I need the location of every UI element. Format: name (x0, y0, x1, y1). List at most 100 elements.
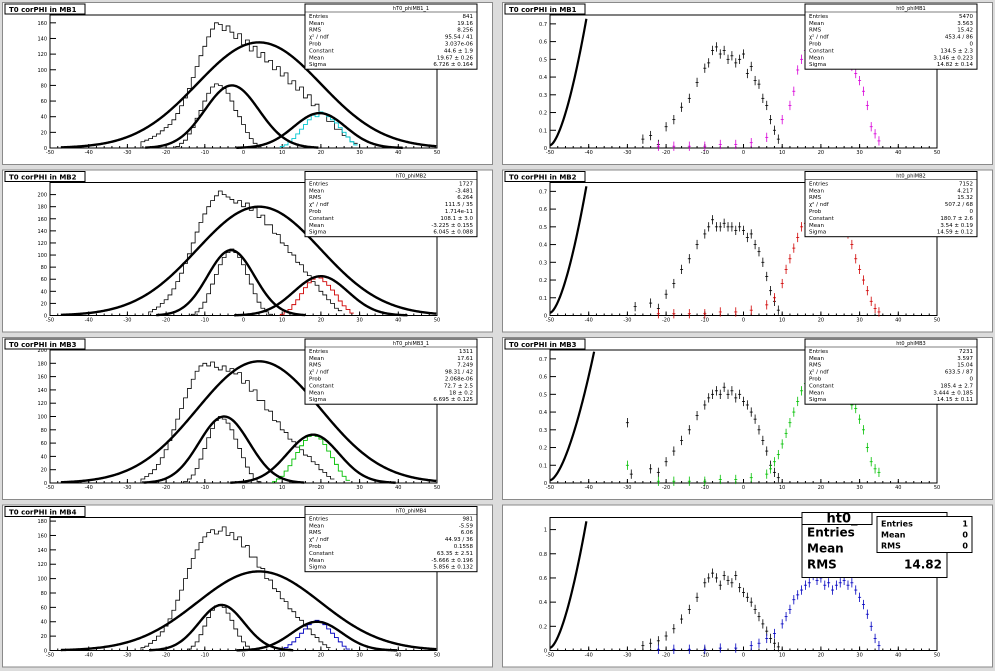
colored-point (718, 307, 722, 317)
y-tick-label: 0.2 (539, 278, 547, 284)
x-tick-label: -50 (546, 485, 554, 491)
pad-title-box (4, 171, 86, 182)
y-tick-label: 80 (41, 265, 47, 271)
colored-point (788, 418, 792, 428)
colored-point (861, 86, 865, 96)
colored-point (656, 309, 660, 319)
black-point (718, 389, 722, 399)
y-tick-label: 0.5 (539, 225, 547, 231)
y-tick-label: 40 (41, 454, 47, 460)
x-tick-label: 0 (742, 318, 745, 324)
colored-point (769, 464, 773, 474)
stat-box-name: hT0_phiMB2 (396, 174, 427, 180)
stat-value: 2.068e-06 (445, 377, 474, 383)
black-point (776, 642, 780, 652)
colored-point (784, 611, 788, 622)
colored-point (800, 386, 804, 396)
fit-curve-1 (60, 360, 437, 484)
stat-label: Mean (809, 223, 824, 229)
black-point (718, 580, 722, 590)
y-tick-label: 80 (41, 428, 47, 434)
black-histogram (140, 22, 358, 148)
stat-sub-box: Entries 1 Mean 0 RMS 0 (876, 516, 973, 553)
x-tick-label: 50 (934, 318, 940, 324)
y-tick-label: 160 (37, 375, 47, 381)
black-point (769, 114, 773, 125)
stat-value: 134.5 ± 2.3 (940, 48, 973, 54)
colored-point (865, 286, 869, 296)
black-point (672, 624, 676, 634)
pad-title-box (4, 338, 86, 350)
x-tick-label: 50 (434, 150, 440, 156)
colored-point (656, 141, 660, 151)
x-tick-label: 30 (856, 485, 862, 491)
x-tick-label: 0 (742, 653, 745, 659)
colored-point (718, 643, 722, 653)
black-point (738, 389, 742, 399)
x-tick-label: 10 (779, 485, 785, 491)
stat-label: Mean (809, 188, 824, 194)
stat-label: Mean (309, 55, 324, 61)
stat-label: Mean (809, 390, 824, 396)
colored-point (861, 275, 865, 285)
stat-value: 841 (463, 14, 474, 20)
stat-value: 6.06 (461, 530, 474, 536)
colored-point (772, 457, 776, 467)
colored-point (656, 476, 660, 486)
stat-label: χ² / ndf (809, 34, 830, 41)
stat-label: Prob (309, 42, 322, 48)
black-point (672, 446, 676, 456)
pad-title-box (4, 3, 86, 15)
stat-label: Constant (309, 551, 335, 557)
fit-curve-1 (60, 41, 437, 149)
black-point (707, 393, 711, 403)
y-tick-label: 0.7 (539, 22, 547, 28)
x-tick-label: -30 (623, 150, 631, 156)
x-tick-label: -10 (201, 318, 209, 324)
black-point (730, 386, 734, 396)
y-tick-label: 120 (37, 52, 47, 58)
stat-value: 185.4 ± 2.7 (940, 383, 973, 389)
stat-box-name: ht0_phiMB3 (896, 341, 925, 347)
x-tick-label: 0 (242, 485, 245, 491)
stat-value: 5470 (959, 14, 973, 20)
stat-box-name: ht0_ (826, 512, 858, 527)
colored-point (656, 644, 660, 654)
colored-point (784, 428, 788, 439)
x-tick-label: -30 (123, 150, 131, 156)
x-tick-label: 30 (356, 150, 362, 156)
x-tick-label: -10 (701, 150, 709, 156)
x-tick-label: 0 (742, 485, 745, 491)
stat-value: 14.15 ± 0.11 (937, 397, 973, 403)
x-tick-label: 20 (318, 150, 324, 156)
stat-box-name: hT0_phiMB3_1 (393, 341, 429, 347)
x-tick-label: -50 (546, 150, 554, 156)
colored-point (780, 619, 784, 629)
stat-box-name: ht0_phiMB1 (896, 6, 925, 12)
colored-point (796, 65, 800, 75)
y-tick-label: 80 (41, 83, 47, 89)
black-point (707, 222, 711, 232)
colored-histogram (279, 111, 358, 148)
colored-point (858, 592, 862, 602)
stat-label: Prob (809, 42, 822, 48)
black-point (772, 467, 776, 478)
colored-point (869, 296, 873, 306)
black-point (742, 49, 745, 59)
stat-value: -3.481 (455, 188, 473, 194)
black-point (656, 467, 660, 478)
colored-point (772, 293, 776, 303)
black-point (738, 54, 742, 64)
chart-pad-8: -50 -40 -30 -20 -10 0 10 20 30 40 5000.20.40.60.81… (502, 504, 993, 668)
stat-value: 8.256 (457, 28, 473, 34)
black-point (707, 58, 711, 68)
x-tick-label: 40 (895, 150, 901, 156)
black-point (703, 229, 707, 239)
colored-point (765, 132, 769, 143)
colored-point (854, 68, 858, 79)
black-point (749, 597, 753, 607)
y-tick-label: 100 (37, 253, 47, 259)
pad-title: T0 corPHI in MB3 (4, 338, 86, 350)
stat-box-name: ht0_phiMB2 (896, 174, 925, 180)
colored-point (672, 309, 676, 319)
